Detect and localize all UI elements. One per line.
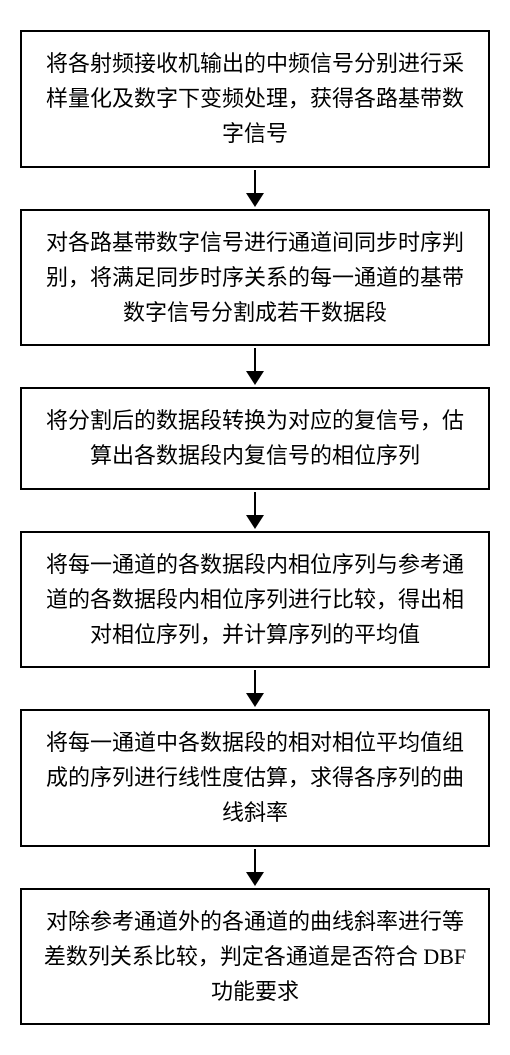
step-text: 将每一通道中各数据段的相对相位平均值组成的序列进行线性度估算，求得各序列的曲线斜…: [46, 730, 464, 825]
step-text: 将各射频接收机输出的中频信号分别进行采样量化及数字下变频处理，获得各路基带数字信…: [46, 51, 464, 146]
arrow-icon: [246, 348, 264, 385]
step-box: 将各射频接收机输出的中频信号分别进行采样量化及数字下变频处理，获得各路基带数字信…: [20, 30, 490, 168]
step-text: 将每一通道的各数据段内相位序列与参考通道的各数据段内相位序列进行比较，得出相对相…: [46, 552, 464, 647]
arrow-icon: [246, 170, 264, 207]
flowchart-container: 将各射频接收机输出的中频信号分别进行采样量化及数字下变频处理，获得各路基带数字信…: [20, 30, 490, 1025]
step-box: 将分割后的数据段转换为对应的复信号，估算出各数据段内复信号的相位序列: [20, 387, 490, 489]
step-text: 对除参考通道外的各通道的曲线斜率进行等差数列关系比较，判定各通道是否符合 DBF…: [44, 909, 466, 1004]
step-text: 对各路基带数字信号进行通道间同步时序判别，将满足同步时序关系的每一通道的基带数字…: [46, 230, 464, 325]
arrow-icon: [246, 492, 264, 529]
arrow-icon: [246, 849, 264, 886]
step-box: 对除参考通道外的各通道的曲线斜率进行等差数列关系比较，判定各通道是否符合 DBF…: [20, 888, 490, 1026]
arrow-icon: [246, 670, 264, 707]
step-text: 将分割后的数据段转换为对应的复信号，估算出各数据段内复信号的相位序列: [46, 408, 464, 468]
step-box: 对各路基带数字信号进行通道间同步时序判别，将满足同步时序关系的每一通道的基带数字…: [20, 209, 490, 347]
step-box: 将每一通道的各数据段内相位序列与参考通道的各数据段内相位序列进行比较，得出相对相…: [20, 531, 490, 669]
step-box: 将每一通道中各数据段的相对相位平均值组成的序列进行线性度估算，求得各序列的曲线斜…: [20, 709, 490, 847]
